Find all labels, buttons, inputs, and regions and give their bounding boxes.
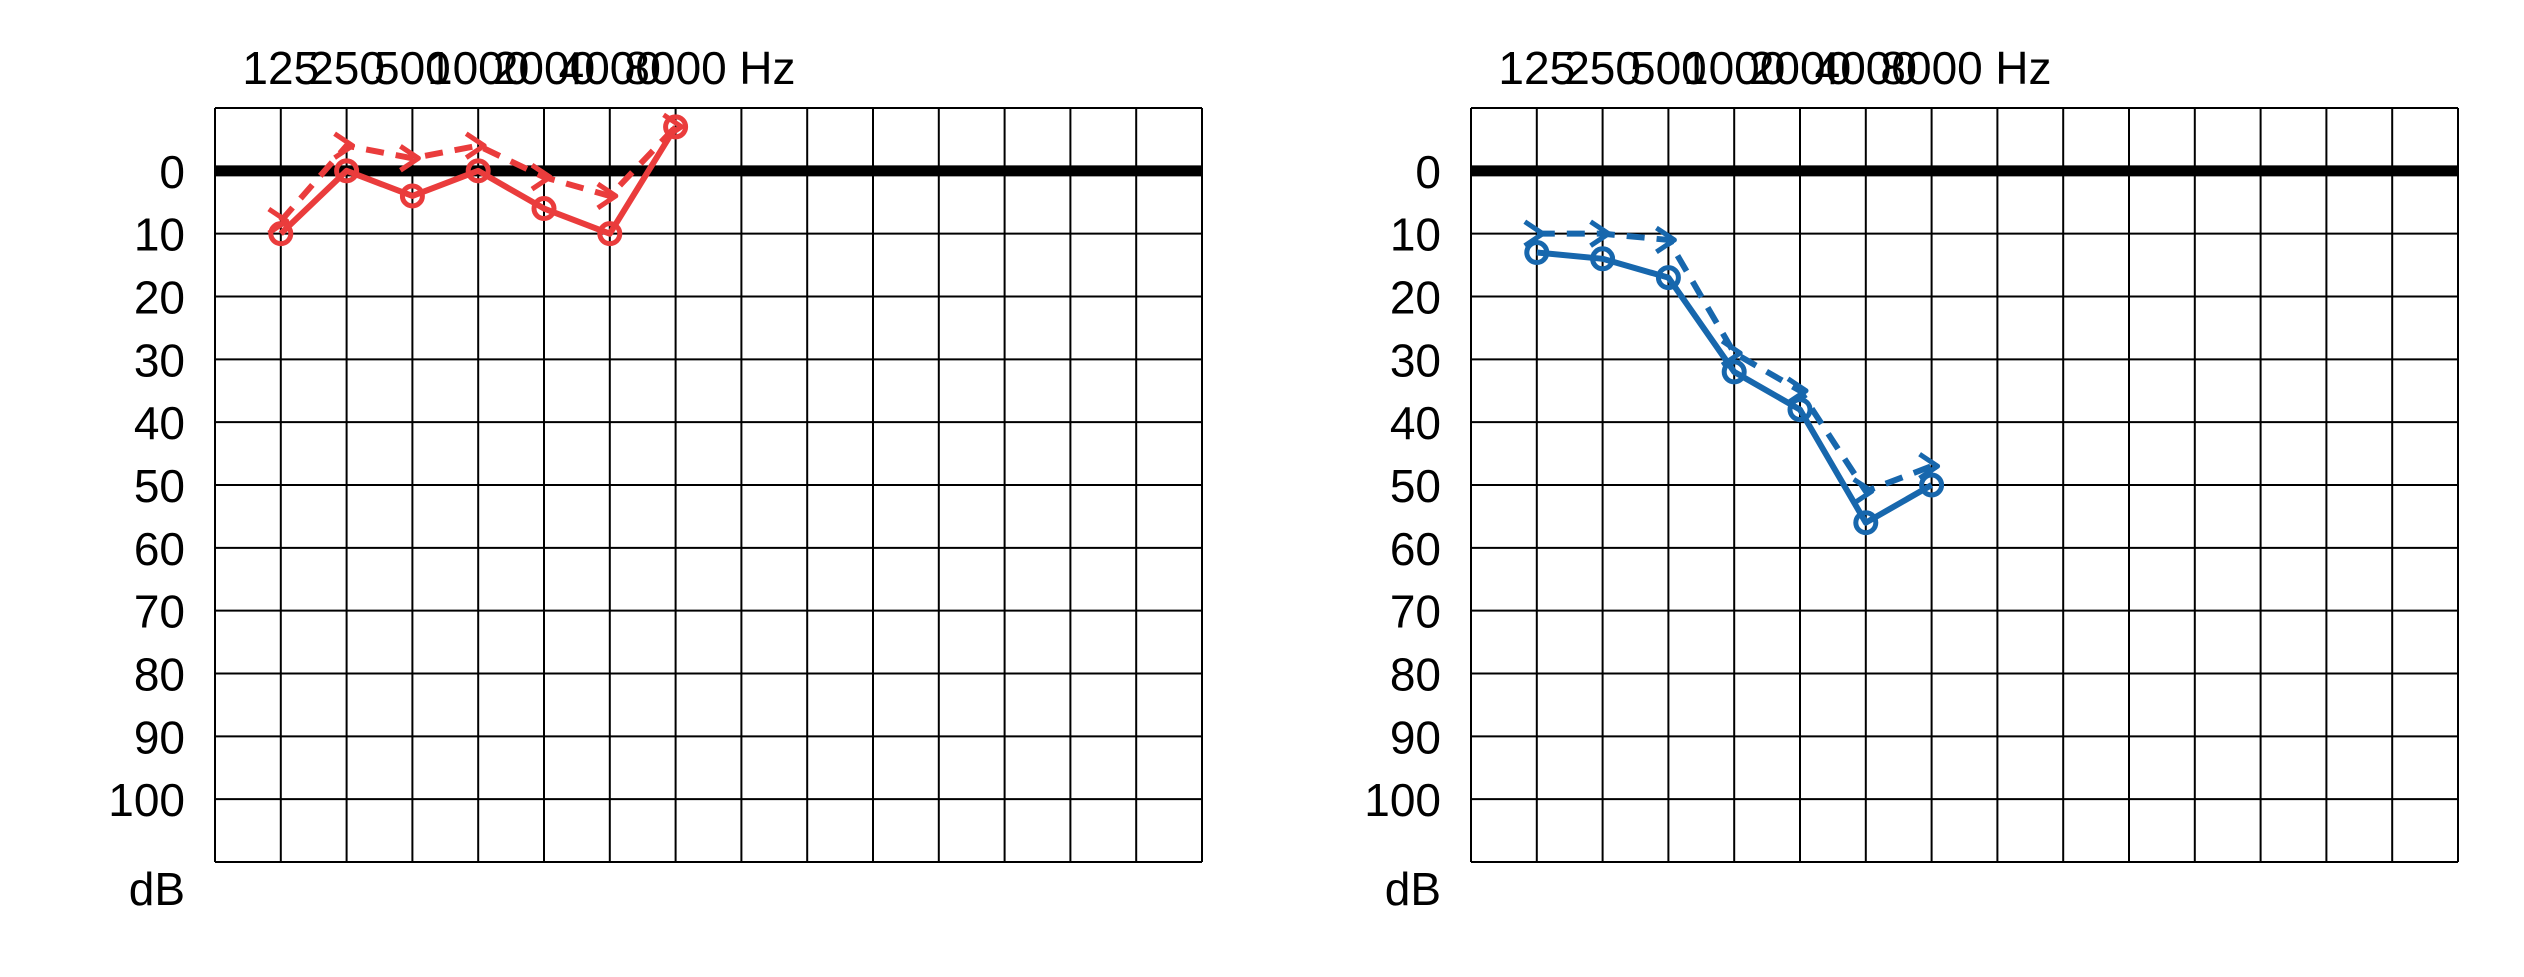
y-tick-label: 80	[1390, 649, 1441, 701]
y-tick-label: 100	[1364, 774, 1441, 826]
y-tick-label: 20	[134, 272, 185, 324]
data-point-arrow	[1852, 477, 1875, 506]
y-tick-label: 90	[1390, 711, 1441, 763]
data-point-circle	[334, 158, 360, 184]
series-line-dashed	[1536, 230, 1933, 495]
data-point-arrow	[1589, 219, 1612, 248]
grid	[1470, 107, 2459, 863]
y-tick-label: 40	[134, 397, 185, 449]
x-tick-label: 1000	[1683, 42, 1785, 94]
y-unit-label: dB	[1385, 863, 1441, 915]
x-tick-label: 500	[374, 42, 451, 94]
data-point-circle	[663, 114, 689, 140]
grid	[214, 107, 1203, 863]
data-point-circle	[1919, 472, 1945, 498]
data-point-circle	[597, 221, 623, 247]
data-point-arrow	[1786, 376, 1809, 405]
x-unit-label: Hz	[1995, 42, 2051, 94]
data-point-circle	[465, 158, 491, 184]
series-solid	[268, 114, 689, 247]
y-tick-label: 0	[1415, 146, 1441, 198]
x-tick-label: 4000	[559, 42, 661, 94]
data-point-arrow	[596, 181, 619, 211]
x-tick-label: 1000	[427, 42, 529, 94]
x-tick-label: 250	[308, 42, 385, 94]
y-tick-label: 60	[1390, 523, 1441, 575]
data-point-arrow	[1523, 219, 1546, 248]
x-tick-label: 8000	[624, 42, 726, 94]
y-tick-label: 40	[1390, 397, 1441, 449]
y-tick-label: 0	[159, 146, 185, 198]
y-tick-label: 50	[1390, 460, 1441, 512]
data-point-arrow	[1655, 225, 1677, 255]
x-tick-label: 4000	[1815, 42, 1917, 94]
series-line-solid	[1536, 249, 1934, 526]
x-tick-label: 500	[1630, 42, 1707, 94]
data-point-arrow	[530, 163, 553, 192]
series-solid	[1524, 240, 1945, 536]
data-point-arrow	[464, 131, 487, 160]
y-tick-label: 20	[1390, 272, 1441, 324]
y-tick-label: 80	[134, 649, 185, 701]
y-tick-label: 90	[134, 711, 185, 763]
series-line-solid	[278, 125, 679, 237]
y-tick-label: 100	[108, 774, 185, 826]
series-dashed	[267, 112, 685, 236]
x-tick-label: 2000	[493, 42, 595, 94]
data-point-arrow	[662, 112, 685, 141]
x-tick-label: 8000	[1880, 42, 1982, 94]
data-point-arrow	[333, 131, 356, 160]
data-point-circle	[1787, 397, 1813, 423]
data-point-circle	[1524, 240, 1550, 266]
y-tick-label: 70	[134, 586, 185, 638]
x-tick-label: 125	[242, 42, 319, 94]
x-tick-label: 250	[1564, 42, 1641, 94]
y-unit-label: dB	[129, 863, 185, 915]
x-tick-label: 125	[1498, 42, 1575, 94]
data-point-arrow	[399, 144, 421, 173]
data-point-circle	[1853, 510, 1879, 536]
series-dashed	[1523, 219, 1941, 506]
data-point-arrow	[267, 207, 290, 236]
data-point-circle	[1721, 359, 1747, 385]
series-line-dashed	[278, 124, 678, 224]
y-tick-label: 10	[1390, 209, 1441, 261]
data-point-circle	[1590, 246, 1616, 272]
y-tick-label: 60	[134, 523, 185, 575]
data-point-circle	[1655, 265, 1681, 291]
data-point-arrow	[1720, 338, 1743, 368]
y-tick-label: 10	[134, 209, 185, 261]
x-tick-label: 2000	[1749, 42, 1851, 94]
y-tick-label: 30	[134, 334, 185, 386]
data-point-circle	[531, 196, 557, 222]
data-point-arrow	[1918, 452, 1941, 481]
y-tick-label: 70	[1390, 586, 1441, 638]
x-unit-label: Hz	[739, 42, 795, 94]
data-point-circle	[399, 183, 425, 209]
y-tick-label: 30	[1390, 334, 1441, 386]
y-tick-label: 50	[134, 460, 185, 512]
